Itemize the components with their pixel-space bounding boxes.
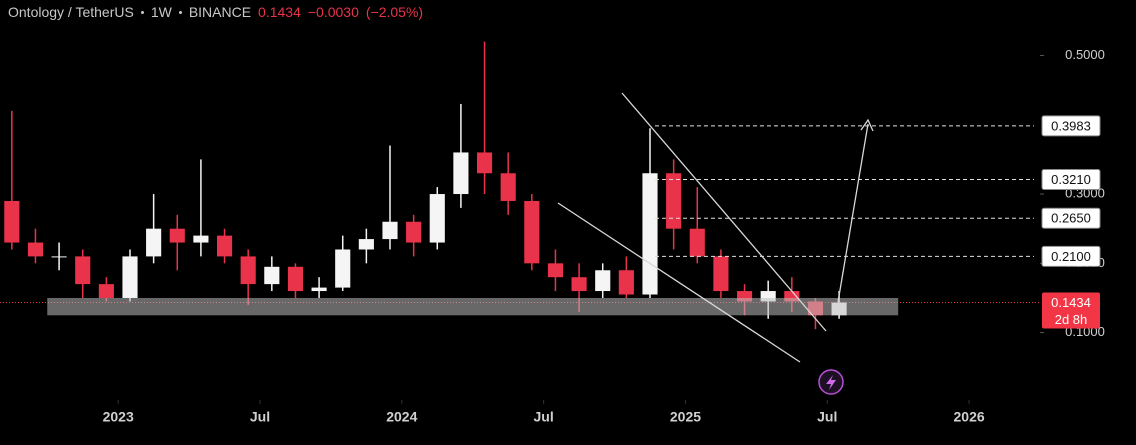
candle-body	[453, 152, 469, 195]
countdown-label: 2d 8h	[1055, 312, 1088, 327]
candle-body	[547, 263, 564, 278]
header-change: −0.0030	[307, 4, 359, 20]
candles	[4, 41, 847, 330]
level-label-box	[1041, 207, 1101, 229]
level-label: 0.3983	[1051, 118, 1091, 133]
candle-body	[122, 256, 138, 298]
candle-body	[689, 228, 705, 257]
candle-body	[642, 173, 658, 295]
x-tick-label: 2024	[386, 409, 417, 425]
x-tick-label: 2023	[103, 409, 134, 425]
candle-body	[713, 256, 729, 292]
x-tick-label: 2026	[954, 409, 985, 425]
candle-body	[193, 235, 209, 243]
candle-body	[736, 291, 753, 302]
candle-body	[524, 200, 540, 264]
level-label-box	[1041, 115, 1101, 137]
candle-body	[784, 291, 800, 302]
candle-body	[429, 194, 445, 243]
candle-body	[358, 239, 374, 250]
x-tick-label: Jul	[250, 409, 270, 425]
candle-body	[75, 256, 91, 285]
candle-body	[406, 221, 422, 243]
level-label-box	[1041, 245, 1101, 267]
last-price-label: 0.1434	[1051, 295, 1091, 310]
candle-body	[382, 221, 398, 240]
candle-body	[51, 256, 67, 258]
x-tick-label: Jul	[534, 409, 554, 425]
candle-body	[618, 270, 634, 295]
candle-body	[500, 173, 516, 201]
wedge-lower-line	[557, 202, 801, 363]
exchange: BINANCE	[188, 4, 252, 20]
wedge-upper-line	[621, 92, 827, 332]
candle-body	[240, 256, 256, 285]
candle-body	[98, 284, 114, 298]
candle-body	[146, 228, 162, 257]
support-zone	[47, 297, 899, 316]
candle-body	[27, 242, 44, 257]
candle-body	[595, 270, 611, 292]
separator	[140, 10, 144, 14]
candle-body	[335, 249, 351, 288]
header-last-price: 0.1434	[258, 4, 301, 20]
candle-body	[4, 200, 20, 243]
y-tick-label: 0.5000	[1065, 47, 1105, 62]
candle-body	[311, 287, 327, 292]
x-tick-label: Jul	[817, 409, 837, 425]
header-change-percent: (−2.05%)	[365, 4, 424, 20]
level-label: 0.2650	[1051, 211, 1091, 226]
target-arrow-head	[860, 118, 874, 132]
candle-body	[264, 266, 280, 285]
candle-body	[169, 228, 185, 243]
last-price-box	[1042, 292, 1100, 329]
symbol: Ontology / TetherUS	[8, 4, 134, 20]
candle-body	[216, 235, 233, 257]
candle-body	[476, 152, 493, 174]
header: Ontology / TetherUS 1W BINANCE 0.1434 −0…	[8, 4, 423, 20]
interval: 1W	[150, 4, 172, 20]
candle-body	[760, 291, 776, 302]
price-axis: 0.10000.20000.30000.50002023Jul2024Jul20…	[103, 47, 1105, 425]
candle-body	[287, 266, 304, 292]
candle-body	[571, 277, 587, 292]
level-label: 0.2100	[1051, 249, 1091, 264]
lightning-bolt	[826, 375, 836, 390]
x-tick-label: 2025	[670, 409, 701, 425]
over-layer	[47, 125, 1034, 316]
level-label: 0.3210	[1051, 172, 1091, 187]
candle-body	[666, 173, 682, 229]
target-arrow	[837, 123, 869, 303]
level-label-box	[1041, 168, 1101, 190]
separator	[178, 10, 182, 14]
